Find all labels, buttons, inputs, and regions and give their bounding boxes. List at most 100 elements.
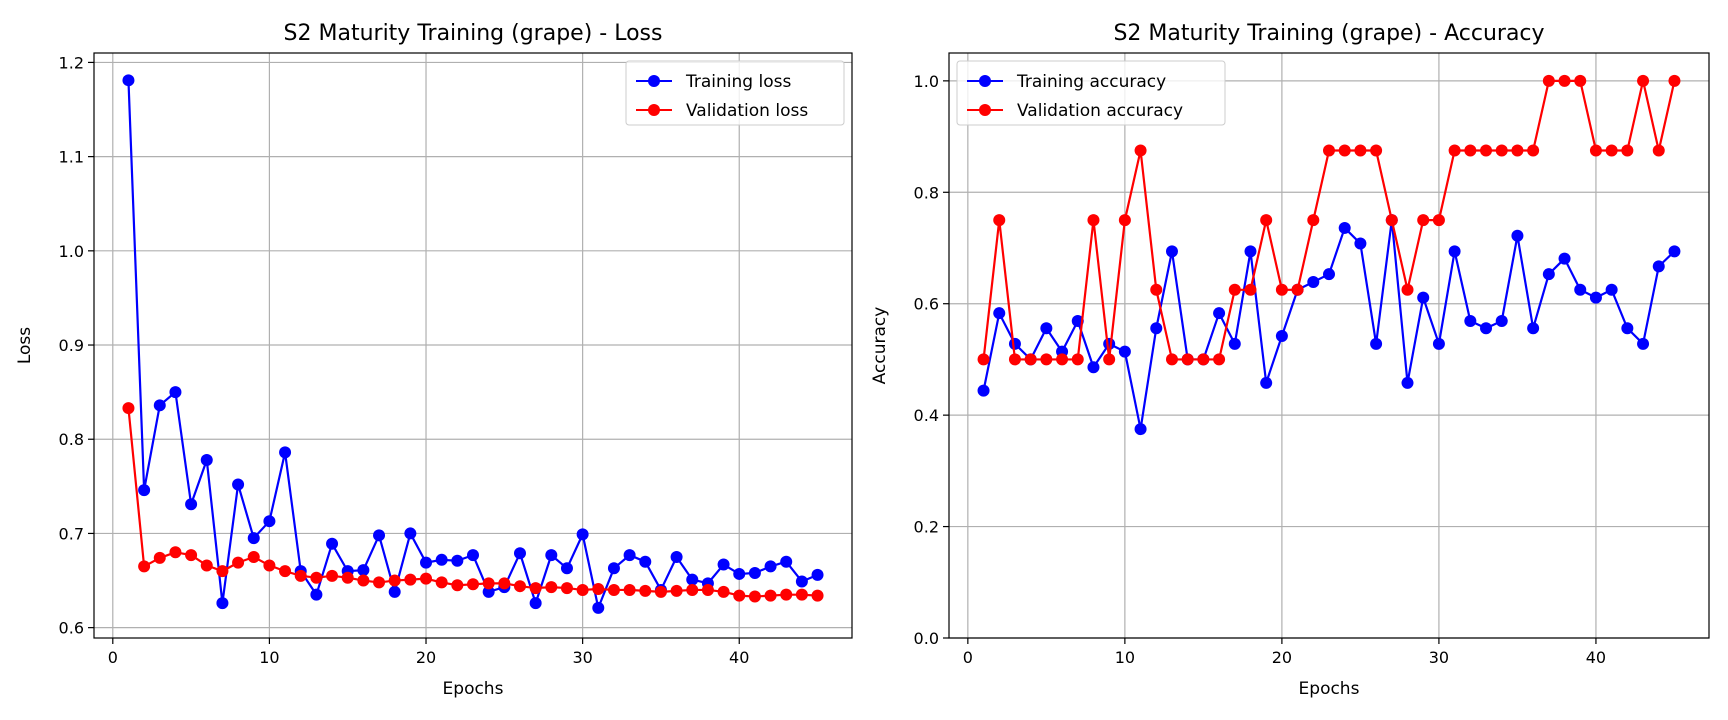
point-validation-accuracy-epoch-12	[1150, 283, 1163, 296]
point-validation-loss-epoch-15	[341, 571, 354, 584]
point-training-loss-epoch-29	[560, 562, 573, 575]
point-validation-loss-epoch-41	[748, 590, 761, 603]
loss-chart-title: S2 Maturity Training (grape) - Loss	[284, 21, 663, 46]
loss-y-tick-label-2: 0.8	[59, 430, 84, 449]
point-validation-loss-epoch-11	[279, 565, 292, 578]
point-training-accuracy-epoch-42	[1621, 322, 1634, 335]
point-validation-accuracy-epoch-6	[1056, 353, 1069, 366]
loss-series	[122, 74, 824, 614]
point-training-loss-epoch-1	[122, 74, 135, 87]
point-validation-loss-epoch-28	[545, 581, 558, 594]
accuracy-x-tick-label-0: 0	[963, 648, 973, 667]
point-training-accuracy-epoch-40	[1589, 291, 1602, 304]
accuracy-series	[977, 74, 1681, 436]
point-validation-accuracy-epoch-34	[1495, 144, 1508, 157]
accuracy-plot-frame	[948, 52, 1710, 639]
point-training-accuracy-epoch-31	[1448, 245, 1461, 258]
accuracy-y-tick-label-5: 1.0	[914, 72, 939, 91]
point-training-accuracy-epoch-2	[993, 307, 1006, 320]
point-training-accuracy-epoch-5	[1040, 322, 1053, 335]
point-validation-accuracy-epoch-36	[1527, 144, 1540, 157]
point-validation-accuracy-epoch-16	[1213, 353, 1226, 366]
point-validation-accuracy-epoch-33	[1480, 144, 1493, 157]
accuracy-y-tick-label-2: 0.4	[914, 406, 939, 425]
loss-legend-box	[625, 60, 845, 126]
point-training-loss-epoch-24	[482, 585, 495, 598]
point-validation-accuracy-epoch-42	[1621, 144, 1634, 157]
point-validation-loss-epoch-37	[686, 583, 699, 596]
loss-y-tick-label-6: 1.2	[59, 53, 84, 72]
legend-label-training-loss: Training loss	[685, 72, 791, 92]
accuracy-y-tick-label-0: 0.0	[914, 629, 939, 648]
loss-chart-panel: 0 10 20 30 40 0.6 0.7 0.8 0.9 1.0 1.1 1.2 S2 Maturi…	[15, 21, 853, 699]
loss-y-tick-label-5: 1.1	[59, 148, 84, 167]
point-validation-loss-epoch-1	[122, 402, 135, 415]
point-validation-loss-epoch-7	[216, 565, 229, 578]
point-validation-accuracy-epoch-17	[1228, 283, 1241, 296]
point-validation-loss-epoch-31	[592, 583, 605, 596]
point-training-loss-epoch-6	[200, 453, 213, 466]
point-validation-loss-epoch-13	[310, 571, 323, 584]
point-validation-accuracy-epoch-1	[977, 353, 990, 366]
loss-x-tick-label-30: 30	[572, 648, 592, 667]
loss-legend: Training loss Validation loss	[625, 60, 845, 126]
point-training-loss-epoch-22	[451, 554, 464, 567]
point-training-accuracy-epoch-18	[1244, 245, 1257, 258]
point-validation-loss-epoch-43	[780, 588, 793, 601]
point-validation-loss-epoch-3	[153, 551, 166, 564]
point-training-accuracy-epoch-43	[1637, 337, 1650, 350]
accuracy-y-tick-label-4: 0.8	[914, 183, 939, 202]
point-training-loss-epoch-8	[232, 478, 245, 491]
point-training-accuracy-epoch-23	[1323, 268, 1335, 281]
loss-y-tick-label-0: 0.6	[59, 619, 84, 638]
loss-grid	[94, 53, 852, 638]
point-validation-loss-epoch-35	[654, 585, 667, 598]
point-training-accuracy-epoch-29	[1417, 291, 1430, 304]
point-training-accuracy-epoch-12	[1150, 322, 1163, 335]
accuracy-axis-ticks: 0 10 20 30 40 0.0 0.2 0.4 0.6 0.8 1.0	[914, 72, 1607, 667]
legend-entry-training-accuracy: Training accuracy	[967, 72, 1166, 92]
point-training-loss-epoch-23	[467, 549, 479, 562]
point-validation-accuracy-epoch-14	[1181, 353, 1194, 366]
accuracy-x-tick-label-30: 30	[1429, 648, 1449, 667]
legend-marker-training-loss	[648, 75, 660, 87]
point-validation-loss-epoch-25	[498, 577, 511, 590]
point-validation-loss-epoch-30	[576, 583, 589, 596]
point-training-loss-epoch-4	[169, 386, 182, 399]
point-training-accuracy-epoch-41	[1605, 283, 1618, 296]
loss-x-tick-label-0: 0	[108, 648, 118, 667]
point-validation-loss-epoch-33	[623, 583, 636, 596]
legend-entry-validation-accuracy: Validation accuracy	[967, 101, 1183, 121]
point-validation-accuracy-epoch-13	[1165, 353, 1178, 366]
legend-marker-training-accuracy	[979, 75, 991, 87]
point-validation-loss-epoch-2	[138, 560, 151, 573]
accuracy-y-tick-label-1: 0.2	[914, 518, 939, 537]
point-training-accuracy-epoch-44	[1652, 260, 1665, 273]
point-training-accuracy-epoch-26	[1370, 337, 1383, 350]
point-training-loss-epoch-18	[388, 585, 401, 598]
point-training-loss-epoch-36	[670, 550, 683, 563]
loss-y-tick-label-3: 0.9	[59, 336, 84, 355]
legend-marker-validation-loss	[648, 104, 660, 116]
point-training-loss-epoch-39	[717, 558, 730, 571]
legend-label-validation-loss: Validation loss	[686, 101, 808, 121]
loss-y-tick-label-1: 0.7	[59, 524, 84, 543]
point-validation-accuracy-epoch-38	[1558, 74, 1571, 87]
point-training-loss-epoch-30	[576, 528, 589, 541]
point-training-loss-epoch-42	[764, 560, 777, 573]
point-validation-accuracy-epoch-20	[1275, 283, 1288, 296]
point-validation-loss-epoch-14	[326, 569, 339, 582]
legend-marker-validation-accuracy	[979, 104, 991, 116]
loss-x-axis-label: Epochs	[443, 679, 504, 699]
point-validation-loss-epoch-24	[482, 577, 495, 590]
point-validation-loss-epoch-19	[404, 573, 417, 586]
point-validation-accuracy-epoch-41	[1605, 144, 1618, 157]
point-validation-accuracy-epoch-29	[1417, 214, 1430, 227]
point-validation-accuracy-epoch-2	[993, 214, 1006, 227]
point-training-accuracy-epoch-24	[1338, 221, 1351, 234]
point-validation-loss-epoch-10	[263, 559, 276, 572]
point-validation-loss-epoch-12	[294, 569, 307, 582]
point-validation-accuracy-epoch-3	[1008, 353, 1021, 366]
point-validation-loss-epoch-26	[513, 580, 526, 593]
